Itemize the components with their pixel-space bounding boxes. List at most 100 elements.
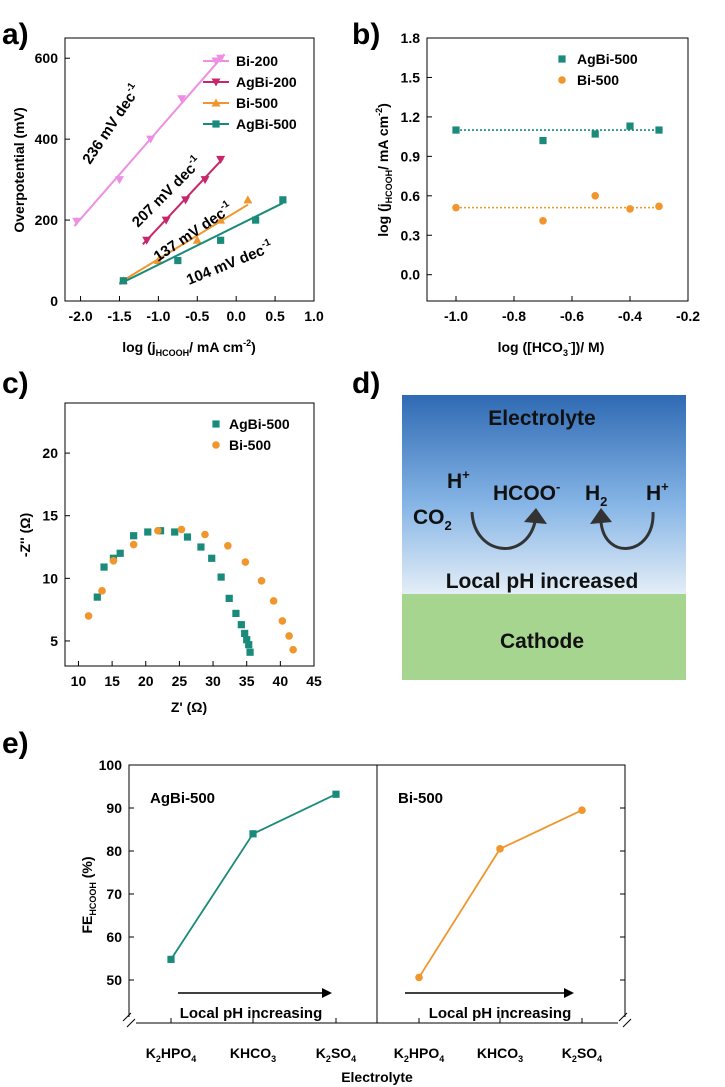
legend-label-bi-500: Bi-500 [236, 95, 278, 111]
panel-label-b: b) [352, 18, 380, 51]
axis-break-gap [618, 1017, 632, 1025]
chart-c-xtick-label: 25 [172, 673, 188, 689]
panel-label-e: e) [2, 727, 29, 760]
point-bi-500 [109, 557, 118, 565]
chart-b-ytick-label: 1.5 [401, 69, 421, 85]
series-line-agbi-500 [170, 793, 337, 960]
chart-e-xtick-label: K2SO4 [562, 1045, 602, 1064]
local-ph-label: Local pH increased [446, 570, 639, 593]
point-agbi-500 [225, 594, 233, 602]
chart-a-ylabel: Overpotential (mV) [11, 107, 27, 232]
point-bi-500 [285, 632, 293, 640]
point-agbi-500 [237, 621, 245, 629]
chart-c-xtick-label: 10 [71, 673, 87, 689]
chart-e-xtick-label: KHCO3 [230, 1045, 276, 1064]
chart-b: log (jHCOOH/ mA cm-2) log ([HCO3-])/ M) … [374, 30, 700, 358]
legend-marker-bi-500 [212, 441, 220, 449]
electrolyte-region [402, 395, 686, 594]
legend-label-agbi-200: AgBi-200 [236, 74, 297, 90]
point-agbi-500 [539, 136, 547, 145]
chart-c-xtick-label: 35 [239, 673, 255, 689]
point-agbi-500 [217, 236, 225, 244]
chart-b-ytick-label: 0.3 [401, 227, 421, 243]
point-agbi-200 [142, 236, 152, 245]
legend-label-agbi-500: AgBi-500 [229, 416, 290, 432]
point-bi-500 [201, 530, 209, 539]
point-agbi-500 [232, 609, 240, 617]
chart-e-ytick-label: 100 [99, 757, 123, 773]
point-agbi-500 [197, 543, 205, 551]
cathode-label: Cathode [500, 630, 584, 653]
point-agbi-500 [130, 532, 138, 540]
point-bi-500 [257, 577, 266, 585]
point-bi-500 [154, 526, 162, 535]
point-bi-500 [626, 205, 634, 213]
point-agbi-500 [144, 528, 152, 536]
chart-e-ytick-label: 60 [106, 929, 122, 945]
chart-a-xlabel: log (jHCOOH/ mA cm-2) [122, 338, 256, 358]
cathode-region [402, 594, 686, 680]
axis-break-mark [122, 1012, 132, 1022]
co2-reduction-arrow [470, 511, 537, 550]
point-agbi-500 [241, 629, 249, 638]
chart-e-ytick-label: 80 [106, 843, 122, 859]
point-bi-500 [539, 216, 547, 225]
chart-b-ytick-label: 0.0 [401, 267, 421, 283]
chart-a-xtick-label: 0.5 [265, 308, 285, 324]
point-agbi-500 [174, 256, 182, 265]
point-agbi-500 [252, 216, 260, 224]
chart-b-ytick-label: 0.9 [401, 148, 421, 164]
point-agbi-500 [245, 641, 253, 649]
chart-b-ylabel: log (jHCOOH/ mA cm-2) [374, 103, 394, 237]
point-bi-500 [98, 587, 106, 595]
point-agbi-500 [171, 528, 179, 536]
chart-c-xlabel: Z' (Ω) [171, 699, 207, 715]
point-bi-200 [114, 176, 124, 185]
chart-e-ytick-label: 70 [106, 886, 122, 902]
chart-c-ytick-label: 5 [50, 633, 58, 649]
point-bi-500 [578, 806, 586, 814]
chart-a-xtick-label: -2.0 [69, 308, 93, 324]
chart-b-frame [426, 37, 689, 302]
point-agbi-500 [246, 648, 254, 656]
chart-b-xtick-label: -0.8 [502, 308, 526, 324]
chart-e-xlabel: Electrolyte [341, 1069, 413, 1085]
point-bi-500 [496, 845, 504, 853]
point-agbi-500 [452, 126, 460, 134]
chart-e-xtick-label: K2HPO4 [146, 1045, 197, 1064]
point-bi-500 [129, 540, 138, 549]
chart-c-ylabel: -Z'' (Ω) [17, 513, 33, 557]
chart-b-ytick-label: 1.2 [401, 109, 421, 125]
her-arrow [599, 511, 655, 550]
chart-a-xtick-label: -1.5 [107, 308, 131, 324]
point-bi-500 [192, 235, 202, 244]
chart-e: AgBi-500 Bi-500 Local pH increasing Loca… [79, 757, 632, 1085]
hcoo-label: HCOO- [493, 479, 560, 505]
legend-marker-agbi-500 [212, 120, 220, 128]
chart-c-xtick-label: 45 [306, 673, 322, 689]
chart-a-xtick-label: 0.0 [226, 308, 246, 324]
chart-e-right-title: Bi-500 [398, 790, 443, 807]
chart-c-xtick-label: 15 [104, 673, 120, 689]
point-agbi-500 [100, 563, 108, 571]
point-agbi-500 [93, 593, 101, 601]
point-agbi-200 [200, 176, 210, 185]
point-bi-500 [278, 617, 287, 625]
point-bi-500 [243, 195, 253, 204]
legend-label-bi-200: Bi-200 [236, 53, 278, 69]
chart-b-xtick-label: -0.6 [560, 308, 584, 324]
point-agbi-500 [249, 830, 257, 838]
series-line-bi-500 [418, 809, 583, 978]
chart-a-xtick-label: -0.5 [185, 308, 209, 324]
chart-a-ytick-label: 400 [35, 131, 59, 147]
chart-a-xtick-label: -1.0 [146, 308, 170, 324]
ph-arrow-left-label: Local pH increasing [180, 1005, 323, 1022]
chart-c-xtick-label: 40 [273, 673, 289, 689]
chart-e-ylabel: FEHCOOH (%) [79, 856, 98, 933]
point-agbi-500 [116, 549, 124, 557]
legend-marker-bi-200 [211, 57, 221, 66]
fit-line-agbi-200 [142, 157, 224, 246]
chart-e-xtick-label: KHCO3 [477, 1045, 523, 1064]
chart-a-ytick-label: 200 [35, 212, 59, 228]
